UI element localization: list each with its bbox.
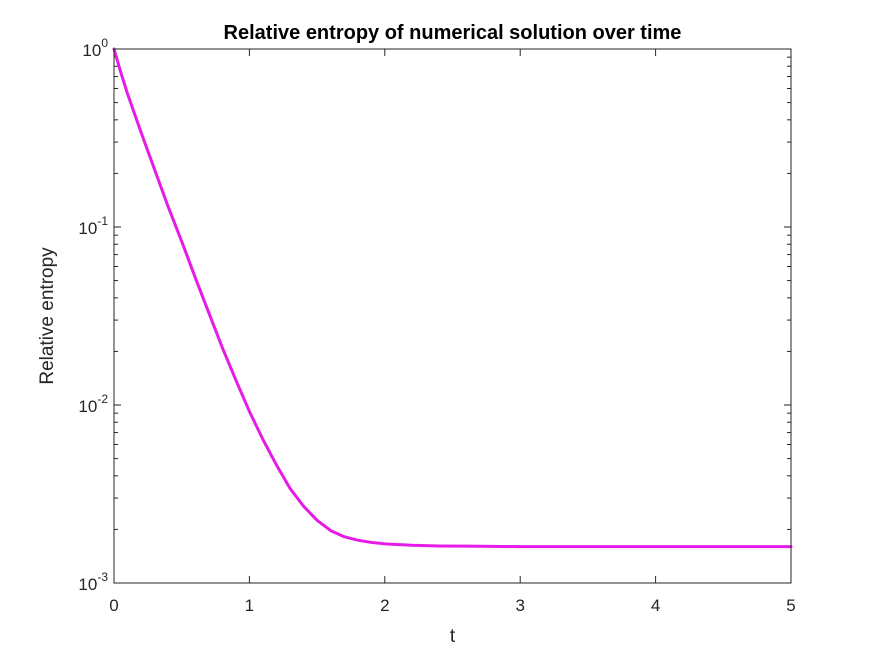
tick-labels-layer: 0 1 2 3 4 5 100 10-1 10-2 10-3 xyxy=(78,36,795,615)
x-tick-label: 0 xyxy=(109,596,118,615)
x-axis-label: t xyxy=(450,626,456,647)
y-tick-label: 10-2 xyxy=(78,392,108,416)
chart-title: Relative entropy of numerical solution o… xyxy=(224,22,682,44)
y-tick-label: 100 xyxy=(82,36,108,60)
y-tick-label: 10-3 xyxy=(78,570,108,594)
plot-frame xyxy=(113,48,792,584)
y-axis-label: Relative entropy xyxy=(37,247,58,385)
y-tick-label: 10-1 xyxy=(78,214,108,238)
series-line xyxy=(112,47,793,549)
x-tick-label: 5 xyxy=(786,596,795,615)
series-layer xyxy=(112,47,793,549)
x-tick-label: 1 xyxy=(245,596,254,615)
x-tick-label: 4 xyxy=(651,596,660,615)
x-tick-label: 2 xyxy=(380,596,389,615)
x-tick-label: 3 xyxy=(515,596,524,615)
